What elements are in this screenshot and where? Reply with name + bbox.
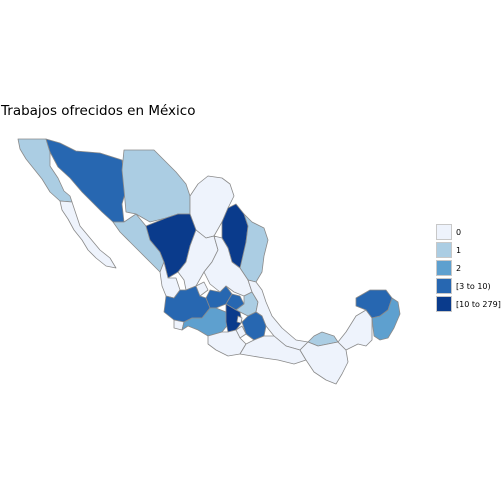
legend-item: [10 to 279]	[436, 295, 501, 313]
state-san-luis-potosi	[203, 235, 253, 297]
legend-item: [3 to 10)	[436, 277, 501, 295]
state-chihuahua	[121, 149, 191, 223]
legend-label: 0	[456, 227, 462, 237]
state-quintana-roo	[371, 297, 401, 341]
legend-item: 2	[436, 259, 501, 277]
legend-item: 1	[436, 241, 501, 259]
legend-key	[436, 278, 452, 294]
state-baja-california-sur	[59, 200, 117, 269]
legend-key	[436, 260, 452, 276]
legend-label: 2	[456, 263, 462, 273]
legend-key	[436, 296, 452, 312]
state-campeche	[337, 309, 373, 351]
legend-label: [10 to 279]	[456, 299, 501, 309]
state-chiapas	[299, 341, 349, 385]
legend: 0 1 2 [3 to 10) [10 to 279]	[436, 223, 501, 313]
legend-label: 1	[456, 245, 462, 255]
legend-key	[436, 224, 452, 240]
map-title: Trabajos ofrecidos en México	[1, 103, 196, 119]
legend-key	[436, 242, 452, 258]
state-puebla	[241, 311, 267, 341]
state-aguascalientes	[195, 281, 209, 297]
state-tamaulipas	[239, 213, 269, 283]
legend-item: 0	[436, 223, 501, 241]
legend-label: [3 to 10)	[456, 281, 491, 291]
state-ciudad-de-mexico	[236, 315, 243, 324]
